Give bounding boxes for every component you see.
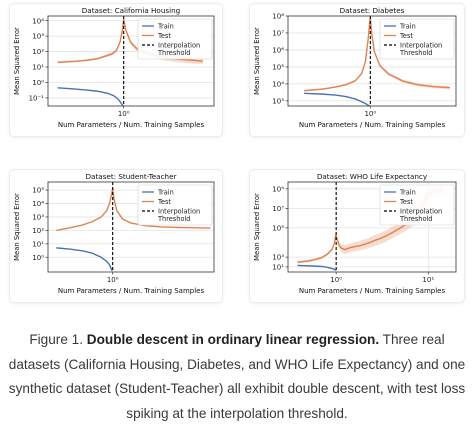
legend-box (379, 18, 455, 60)
plot-frame (47, 15, 215, 107)
x-axis-label: Num Parameters / Num. Training Samples (58, 287, 205, 295)
figure-caption: Figure 1. Double descent in ordinary lin… (8, 328, 466, 426)
y-tick-label: 10³ (272, 97, 284, 105)
x-axis-label: Num Parameters / Num. Training Samples (58, 121, 205, 129)
x-tick-label: 10⁰ (118, 110, 130, 118)
y-tick-label: 10³ (32, 214, 44, 222)
train-line (56, 247, 113, 271)
train-line (297, 264, 337, 271)
chart-title: Dataset: Diabetes (340, 6, 405, 15)
plot-frame (47, 181, 215, 273)
y-tick-label: 10² (32, 227, 44, 235)
test-line (56, 188, 211, 232)
chart-title: Dataset: WHO Life Expectancy (317, 172, 428, 181)
legend-threshold-label: Threshold (399, 215, 433, 223)
chart-panel-student-teacher: 10⁰ 10¹ 10² 10³ 10⁴ 10⁵ 10⁰ Dataset: Student-Te… (10, 170, 222, 302)
caption-body: Three real datasets (California Housing,… (8, 332, 466, 421)
plot-frame (287, 181, 457, 273)
legend-threshold-label: Interpolation (158, 208, 200, 216)
legend-box (379, 184, 455, 226)
legend-threshold-label: Threshold (157, 215, 191, 223)
legend-train-label: Train (399, 23, 416, 31)
legend-test-label: Test (399, 198, 413, 206)
legend-test-label: Test (157, 198, 171, 206)
legend-threshold-label: Interpolation (158, 42, 200, 50)
legend-threshold-label: Interpolation (400, 42, 442, 50)
x-axis-label: Num Parameters / Num. Training Samples (299, 121, 446, 129)
chart-panel-diabetes: 10³ 10⁴ 10⁵ 10⁶ 10⁷ 10⁸ 10⁰ Dataset: Diabetes Nu… (250, 4, 464, 136)
y-tick-label: 10⁵ (32, 187, 44, 195)
chart-student-teacher: 10⁰ 10¹ 10² 10³ 10⁴ 10⁵ 10⁰ Dataset: Student-Te… (13, 172, 215, 295)
y-tick-label: 10⁰ (32, 254, 44, 262)
y-axis-label: Mean Squared Error (13, 193, 21, 261)
legend-train-label: Train (157, 23, 174, 31)
chart-title: Dataset: Student-Teacher (86, 172, 177, 181)
y-tick-label: 10⁵ (272, 64, 284, 72)
chart-panel-california: 10⁻¹ 10⁰ 10¹ 10² 10³ 10⁴ 10⁰ Dataset: Californi… (10, 4, 222, 136)
grid (48, 16, 214, 106)
x-tick-label: 10⁰ (330, 276, 342, 284)
y-tick-label: 10⁻¹ (29, 95, 45, 103)
y-axis-label: Mean Squared Error (253, 193, 261, 261)
caption-bold: Double descent in ordinary linear regres… (86, 332, 380, 347)
legend-threshold-label: Threshold (399, 49, 433, 57)
x-tick-label: 10⁰ (107, 276, 119, 284)
x-tick-label: 10¹ (422, 276, 434, 284)
y-tick-label: 10⁷ (272, 30, 284, 38)
y-tick-label: 10⁴ (272, 81, 284, 89)
y-tick-label: 10¹ (32, 64, 44, 72)
chart-california: 10⁻¹ 10⁰ 10¹ 10² 10³ 10⁴ 10⁰ Dataset: Californi… (13, 6, 215, 129)
y-tick-label: 10⁸ (272, 13, 284, 21)
legend-box (137, 184, 213, 226)
legend-test-label: Test (157, 32, 171, 40)
caption-prefix: Figure 1. (29, 332, 87, 347)
x-axis-label: Num Parameters / Num. Training Samples (299, 287, 446, 295)
plot-area (56, 188, 211, 271)
legend-threshold-label: Interpolation (400, 208, 442, 216)
y-tick-label: 10⁰ (32, 79, 44, 87)
plot-frame (287, 15, 457, 107)
legend-train-label: Train (399, 189, 416, 197)
y-tick-label: 10⁹ (272, 185, 284, 193)
legend-train-label: Train (157, 189, 174, 197)
chart-title: Dataset: California Housing (82, 6, 180, 15)
train-line (304, 92, 370, 106)
y-tick-label: 10³ (272, 254, 284, 262)
y-tick-label: 10³ (32, 33, 44, 41)
train-line (57, 87, 124, 106)
chart-panel-who: 10¹ 10³ 10⁵ 10⁷ 10⁹ 10⁰ 10¹ Dataset: WHO Life E… (250, 170, 464, 302)
chart-diabetes: 10³ 10⁴ 10⁵ 10⁶ 10⁷ 10⁸ 10⁰ Dataset: Diabetes Nu… (253, 6, 457, 129)
x-tick-label: 10⁰ (364, 110, 376, 118)
y-tick-label: 10⁶ (272, 47, 284, 55)
y-tick-label: 10² (32, 48, 44, 56)
y-axis-label: Mean Squared Error (13, 27, 21, 95)
y-tick-label: 10⁷ (272, 205, 284, 213)
y-tick-label: 10⁴ (32, 17, 44, 25)
legend-threshold-label: Threshold (157, 49, 191, 57)
y-tick-label: 10¹ (32, 240, 44, 248)
legend-box (137, 18, 213, 60)
legend-test-label: Test (399, 32, 413, 40)
y-axis-label: Mean Squared Error (253, 27, 261, 95)
test-line (304, 16, 450, 92)
y-tick-label: 10¹ (272, 263, 284, 271)
plot-area (304, 16, 450, 106)
y-tick-label: 10⁴ (32, 200, 44, 208)
y-tick-label: 10⁵ (272, 224, 284, 232)
